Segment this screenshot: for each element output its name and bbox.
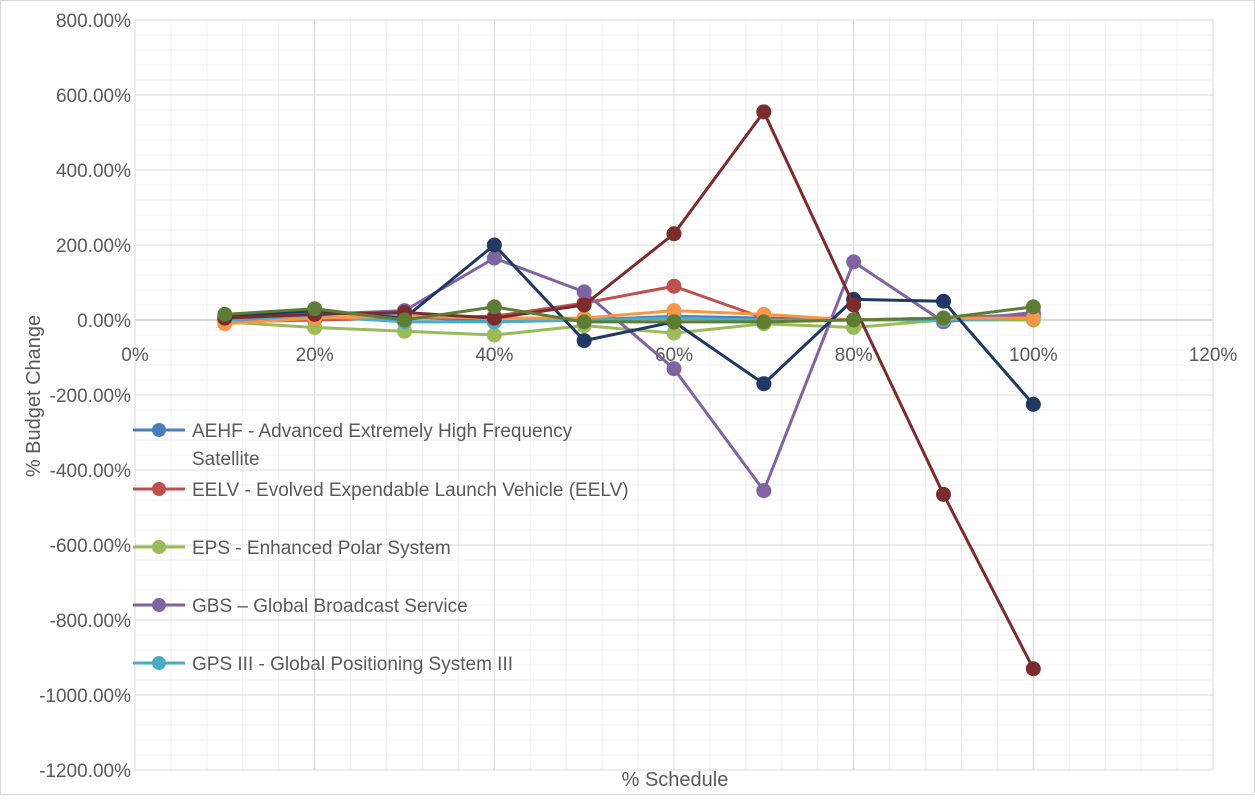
legend-label: Satellite xyxy=(192,449,260,470)
x-tick-label: 100% xyxy=(1009,345,1058,366)
y-tick-label: -1000.00% xyxy=(39,686,131,707)
data-point xyxy=(666,278,682,294)
y-tick-label: -1200.00% xyxy=(39,761,131,782)
y-tick-label: 800.00% xyxy=(56,11,131,32)
data-point xyxy=(756,483,772,499)
data-point xyxy=(486,299,502,315)
series-line xyxy=(224,305,1034,324)
legend-label: GBS – Global Broadcast Service xyxy=(192,596,468,617)
data-point xyxy=(936,293,951,309)
x-tick-label: 120% xyxy=(1189,345,1238,366)
y-tick-label: 400.00% xyxy=(56,161,131,182)
y-axis-title: % Budget Change xyxy=(23,315,45,477)
y-tick-label: -800.00% xyxy=(50,611,131,632)
data-point xyxy=(756,376,772,392)
x-tick-label: 0% xyxy=(121,345,149,366)
legend-item: EPS - Enhanced Polar System xyxy=(133,538,451,559)
legend-item: EELV - Evolved Expendable Launch Vehicle… xyxy=(133,480,629,501)
series-9 xyxy=(217,299,1041,330)
y-tick-label: 200.00% xyxy=(56,236,131,257)
legend-label: GPS III - Global Positioning System III xyxy=(192,654,513,675)
y-tick-label: -600.00% xyxy=(50,536,131,557)
data-point xyxy=(846,312,862,328)
x-tick-label: 40% xyxy=(475,345,513,366)
y-axis-tick-labels: 800.00% 600.00% 400.00% 200.00% 0.00% -200.00… xyxy=(39,11,131,782)
legend-item: GPS III - Global Positioning System III xyxy=(133,654,513,675)
legend-label: AEHF - Advanced Extremely High Frequency xyxy=(192,421,573,442)
data-point xyxy=(486,237,502,253)
legend-swatch-marker xyxy=(152,656,166,670)
legend-swatch-marker xyxy=(152,482,166,496)
data-series xyxy=(217,104,1041,677)
legend-label: EELV - Evolved Expendable Launch Vehicle… xyxy=(192,480,629,501)
data-point xyxy=(936,486,951,502)
legend-item: GBS – Global Broadcast Service xyxy=(133,596,468,617)
x-tick-label: 80% xyxy=(835,345,873,366)
data-point xyxy=(666,314,682,330)
data-point xyxy=(576,297,592,313)
y-tick-label: 600.00% xyxy=(56,86,131,107)
data-point xyxy=(1025,299,1041,315)
x-tick-label: 20% xyxy=(296,345,334,366)
data-point xyxy=(576,314,592,330)
data-point xyxy=(846,254,862,270)
data-point xyxy=(666,361,682,377)
legend-swatch-marker xyxy=(152,598,166,612)
x-axis-tick-labels: 0% 20% 40% 60% 80% 100% 120% xyxy=(121,345,1237,366)
data-point xyxy=(486,250,502,266)
data-point xyxy=(397,312,412,328)
data-point xyxy=(576,333,592,349)
data-point xyxy=(486,327,502,343)
data-point xyxy=(1025,396,1041,412)
data-point xyxy=(666,226,682,242)
legend: AEHF - Advanced Extremely High Frequency… xyxy=(133,421,629,675)
legend-swatch-marker xyxy=(152,423,166,437)
data-point xyxy=(756,314,772,330)
y-tick-label: 0.00% xyxy=(77,311,131,332)
legend-label: EPS - Enhanced Polar System xyxy=(192,538,451,559)
y-tick-label: -200.00% xyxy=(50,386,131,407)
data-point xyxy=(846,297,862,313)
data-point xyxy=(217,306,233,322)
data-point xyxy=(756,104,772,120)
data-point xyxy=(1025,661,1041,677)
data-point xyxy=(576,284,592,300)
x-axis-title: % Schedule xyxy=(622,769,729,791)
data-point xyxy=(936,310,951,326)
legend-swatch-marker xyxy=(152,540,166,554)
y-tick-label: -400.00% xyxy=(50,461,131,482)
legend-item: AEHF - Advanced Extremely High Frequency… xyxy=(133,421,573,470)
data-point xyxy=(307,301,323,317)
